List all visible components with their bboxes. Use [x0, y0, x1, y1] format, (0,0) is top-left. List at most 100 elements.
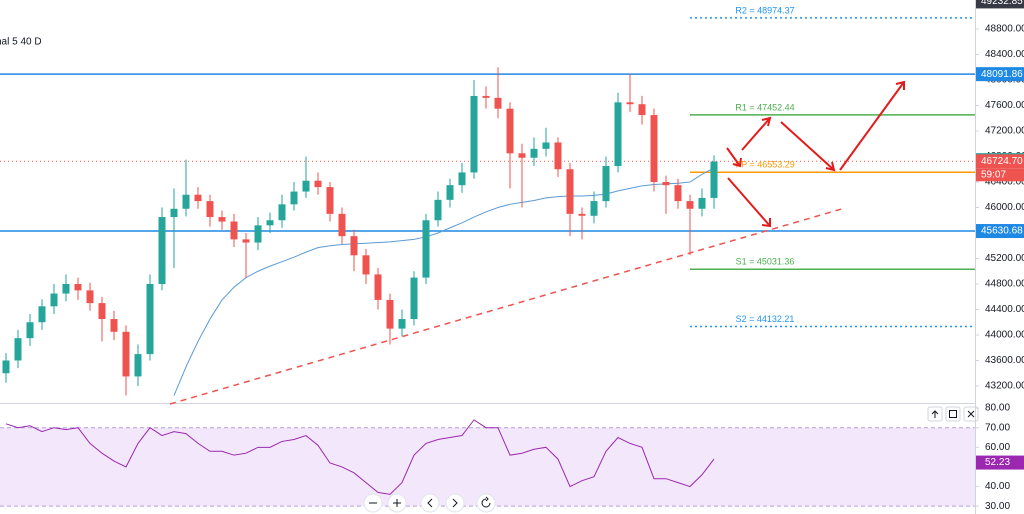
candle-body: [338, 213, 346, 237]
maximize-button[interactable]: [945, 406, 961, 422]
candle-body: [398, 319, 406, 329]
candle-body: [122, 331, 130, 377]
candle-body: [434, 199, 442, 221]
candle-body: [686, 201, 694, 209]
rsi-tick-label: 60.00: [985, 442, 1010, 453]
candle-body: [290, 191, 298, 205]
moving-average: [173, 167, 715, 396]
reset-button[interactable]: [476, 493, 496, 513]
candle-body: [470, 95, 478, 173]
y-tick-label: 46400.00: [985, 177, 1024, 188]
candle-body: [74, 283, 82, 291]
candle-body: [602, 166, 610, 202]
price-tag-label: 49232.85: [981, 0, 1023, 7]
y-tick-label: 45200.00: [985, 253, 1024, 264]
candle-body: [422, 220, 430, 278]
candle-body: [494, 97, 502, 109]
rsi-band: [0, 427, 975, 507]
candle-body: [542, 142, 550, 149]
move-up-button[interactable]: [927, 406, 943, 422]
pivot-label: PP = 46553.29: [735, 160, 795, 170]
candle-body: [62, 283, 70, 294]
candle-body: [194, 194, 202, 202]
candle-body: [26, 322, 34, 339]
candle-body: [86, 290, 94, 304]
candle-body: [506, 108, 514, 154]
candle-body: [146, 283, 154, 355]
candle-body: [134, 354, 142, 377]
y-tick-label: 43600.00: [985, 355, 1024, 366]
candle-body: [662, 181, 670, 186]
price-tag-label: 48091.86: [981, 69, 1023, 80]
candle-body: [326, 187, 334, 214]
candle-body: [554, 142, 562, 170]
price-tag: [976, 67, 1024, 82]
candle-body: [302, 180, 310, 192]
rsi-tick-label: 80.00: [985, 403, 1010, 414]
candle-body: [386, 299, 394, 329]
countdown-label: 59:07: [981, 169, 1006, 180]
rsi-tag: [976, 455, 1024, 470]
price-axis: 43200.00 43600.00 44000.00 44400.00 44800.00…: [975, 0, 1024, 512]
candle-body: [518, 153, 526, 158]
candle-body: [590, 201, 598, 216]
y-tick-label: 48800.00: [985, 24, 1024, 35]
candle-body: [98, 303, 106, 320]
pivot-label: R1 = 47452.44: [735, 102, 794, 112]
candle-body: [350, 236, 358, 256]
candle-body: [158, 217, 166, 284]
pane-buttons[interactable]: [927, 406, 979, 422]
candle-body: [242, 239, 250, 243]
navigation-buttons[interactable]: [363, 493, 496, 513]
candle-body: [2, 360, 10, 374]
candle-body: [650, 115, 658, 182]
y-tick-label: 44400.00: [985, 304, 1024, 315]
candle-body: [218, 217, 226, 222]
candle-body: [482, 95, 490, 98]
candle-body: [638, 104, 646, 116]
price-tag: [976, 154, 1024, 169]
scroll-right-button[interactable]: [445, 493, 465, 513]
pivot-label: S2 = 44132.21: [736, 314, 795, 324]
candle-body: [230, 221, 238, 240]
forecast-arrows: [726, 80, 905, 228]
candle-body: [206, 201, 214, 218]
candle-body: [278, 204, 286, 221]
rsi-tick-label: 30.00: [985, 501, 1010, 512]
scroll-left-button[interactable]: [420, 493, 440, 513]
candle-body: [374, 274, 382, 300]
close-button[interactable]: [963, 406, 979, 422]
price-pane: R2 = 48974.37 R1 = 47452.44 PP = 46553.29 S…: [0, 5, 975, 396]
countdown-tag: [976, 168, 1024, 182]
candle-body: [614, 102, 622, 167]
y-tick-label: 44000.00: [985, 330, 1024, 341]
y-tick-label: 46000.00: [985, 202, 1024, 213]
candle-body: [14, 338, 22, 361]
candle-body: [266, 220, 274, 226]
candle-body: [674, 185, 682, 202]
rsi-tick-label: 40.00: [985, 481, 1010, 492]
candle-body: [110, 319, 118, 332]
y-tick-label: 44800.00: [985, 279, 1024, 290]
candle-body: [170, 208, 178, 218]
candle-body: [314, 180, 322, 188]
price-tag: [976, 0, 1024, 9]
price-tag-label: 45630.68: [981, 226, 1023, 237]
rsi-line: [5, 419, 715, 495]
candle-body: [410, 277, 418, 320]
candle-body: [38, 306, 46, 323]
candle-body: [626, 102, 634, 105]
candle-body: [182, 194, 190, 209]
candle-body: [446, 185, 454, 200]
y-tick-label: 48400.00: [985, 49, 1024, 60]
candle-body: [698, 197, 706, 209]
rsi-tick-label: 70.00: [985, 422, 1010, 433]
price-tag-label: 46724.70: [981, 156, 1023, 167]
rsi-tag-label: 52.23: [985, 457, 1010, 468]
pivot-label: R2 = 48974.37: [735, 5, 794, 15]
candle-body: [458, 172, 466, 186]
price-tag: [976, 224, 1024, 239]
candle-body: [566, 169, 574, 214]
